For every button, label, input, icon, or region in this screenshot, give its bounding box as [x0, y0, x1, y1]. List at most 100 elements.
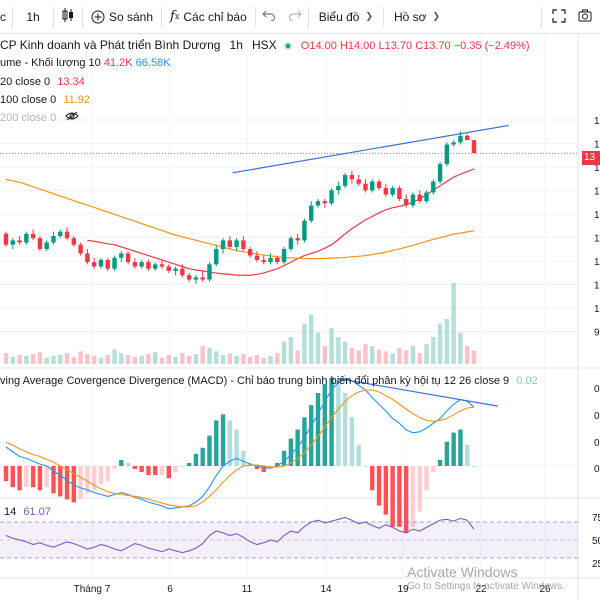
- chart-style-button[interactable]: [54, 0, 82, 34]
- symbol-name: CP Kinh doanh và Phát triển Bình Dương: [0, 38, 221, 52]
- interval-button[interactable]: 1h: [13, 0, 53, 34]
- price-axis-label: 10: [594, 281, 600, 292]
- time-axis-label: 22: [475, 584, 487, 595]
- volume-bar: [200, 346, 205, 364]
- ma100-legend[interactable]: 100 close 0 11.92: [0, 93, 90, 107]
- macd-histogram-bar: [132, 466, 138, 470]
- volume-bar: [17, 355, 22, 364]
- undo-button[interactable]: [256, 0, 282, 34]
- macd-histogram-bar: [37, 466, 43, 491]
- macd-value: 0.02: [516, 375, 538, 387]
- volume-bar: [241, 354, 246, 364]
- macd-histogram-bar: [288, 438, 294, 466]
- volume-bar: [180, 353, 185, 364]
- macd-histogram-bar: [275, 462, 280, 466]
- macd-histogram-bar: [254, 466, 260, 470]
- volume-bar: [186, 355, 192, 364]
- macd-axis-label: 0: [594, 384, 600, 395]
- candle-up: [451, 142, 456, 145]
- volume-bar: [105, 355, 110, 364]
- macd-legend[interactable]: ving Average Covergence Divergence (MACD…: [0, 374, 538, 388]
- symbol-search-icon: c: [0, 9, 6, 24]
- chevron-down-icon: ❯: [432, 11, 441, 21]
- interval-label: 1h: [26, 9, 40, 24]
- price-axis-label: 9: [594, 328, 600, 339]
- toolbar-divider: [383, 6, 384, 27]
- ohlc-high: H14.00: [339, 40, 376, 52]
- macd-histogram-bar: [403, 466, 409, 533]
- candle-down: [403, 198, 409, 206]
- indicators-label: Các chỉ báo: [183, 9, 247, 24]
- price-axis-label: 14: [594, 116, 600, 127]
- rsi-axis-label: 25: [592, 559, 600, 570]
- rsi-period: 14: [4, 506, 17, 518]
- candle-down: [91, 262, 97, 267]
- volume-bar: [336, 337, 341, 364]
- volume-bar: [112, 349, 117, 364]
- symbol-exchange: HSX: [251, 38, 277, 52]
- volume-bar: [214, 351, 219, 364]
- symbol-interval: 1h: [229, 38, 243, 52]
- price-axis-label: 11: [594, 257, 600, 268]
- volume-bar: [159, 357, 165, 364]
- macd-axis-label: 0: [594, 411, 600, 422]
- axes: 1413131212111110109Tháng 761114192226000…: [74, 116, 600, 595]
- macd-trendline: [338, 378, 499, 407]
- redo-button[interactable]: [282, 0, 308, 34]
- fullscreen-button[interactable]: [542, 0, 576, 34]
- volume-bar: [58, 355, 63, 364]
- chart-type-dropdown[interactable]: Biểu đồ ❯: [309, 0, 383, 34]
- candle-up: [24, 233, 29, 243]
- candle-up: [58, 231, 63, 236]
- candle-down: [78, 244, 83, 254]
- volume-bar: [64, 353, 70, 364]
- macd-histogram-bar: [336, 380, 341, 466]
- snapshot-button[interactable]: [576, 0, 600, 34]
- macd-histogram-bar: [363, 466, 368, 467]
- macd-histogram-bar: [139, 466, 144, 473]
- volume-bar: [451, 283, 456, 364]
- volume-bar: [71, 356, 77, 364]
- trend-lines[interactable]: [232, 124, 509, 174]
- volume-legend[interactable]: ume - Khối lượng 10 41.2K 66.58K: [0, 56, 171, 70]
- macd-histogram-bar: [214, 420, 219, 466]
- macd-histogram-bar: [30, 466, 36, 488]
- ma20-legend[interactable]: 20 close 0 13.34: [0, 75, 85, 89]
- candle-down: [376, 181, 382, 189]
- undo-icon: [261, 9, 276, 24]
- macd-histogram-bar: [200, 447, 205, 466]
- toolbar-divider: [254, 6, 256, 27]
- toolbar-divider: [12, 6, 13, 27]
- macd-histogram-bar: [315, 393, 321, 466]
- macd-histogram-bar: [58, 466, 63, 497]
- macd-histogram-bar: [166, 466, 171, 479]
- compare-button[interactable]: So sánh: [83, 0, 161, 34]
- volume-bar: [370, 346, 375, 364]
- ohlc-close: C13.70: [415, 40, 451, 52]
- macd-histogram-bar: [444, 441, 450, 466]
- macd-histogram-bar: [309, 405, 314, 466]
- eye-hidden-icon[interactable]: [65, 111, 80, 125]
- volume-bar: [10, 356, 15, 364]
- time-axis-label: 11: [242, 584, 253, 595]
- candle-up: [342, 175, 348, 186]
- candle-up: [10, 240, 15, 245]
- macd-histogram-bar: [105, 466, 110, 482]
- symbol-search-button[interactable]: c: [0, 0, 12, 34]
- candle-down: [356, 179, 361, 184]
- candle-down: [349, 175, 355, 180]
- volume-legend-label: ume - Khối lượng 10: [0, 57, 101, 69]
- candle-up: [234, 240, 239, 247]
- price-axis-label: 11: [594, 234, 600, 245]
- candle-down: [85, 253, 90, 263]
- price-axis-label: 13: [594, 140, 600, 151]
- toolbar-divider: [161, 6, 163, 27]
- candle-up: [44, 242, 49, 250]
- ma200-legend[interactable]: 200 close 0: [0, 111, 80, 125]
- rsi-pane: [0, 516, 578, 559]
- profile-dropdown[interactable]: Hồ sơ ❯: [384, 0, 450, 34]
- rsi-legend[interactable]: 14 61.07: [4, 505, 51, 519]
